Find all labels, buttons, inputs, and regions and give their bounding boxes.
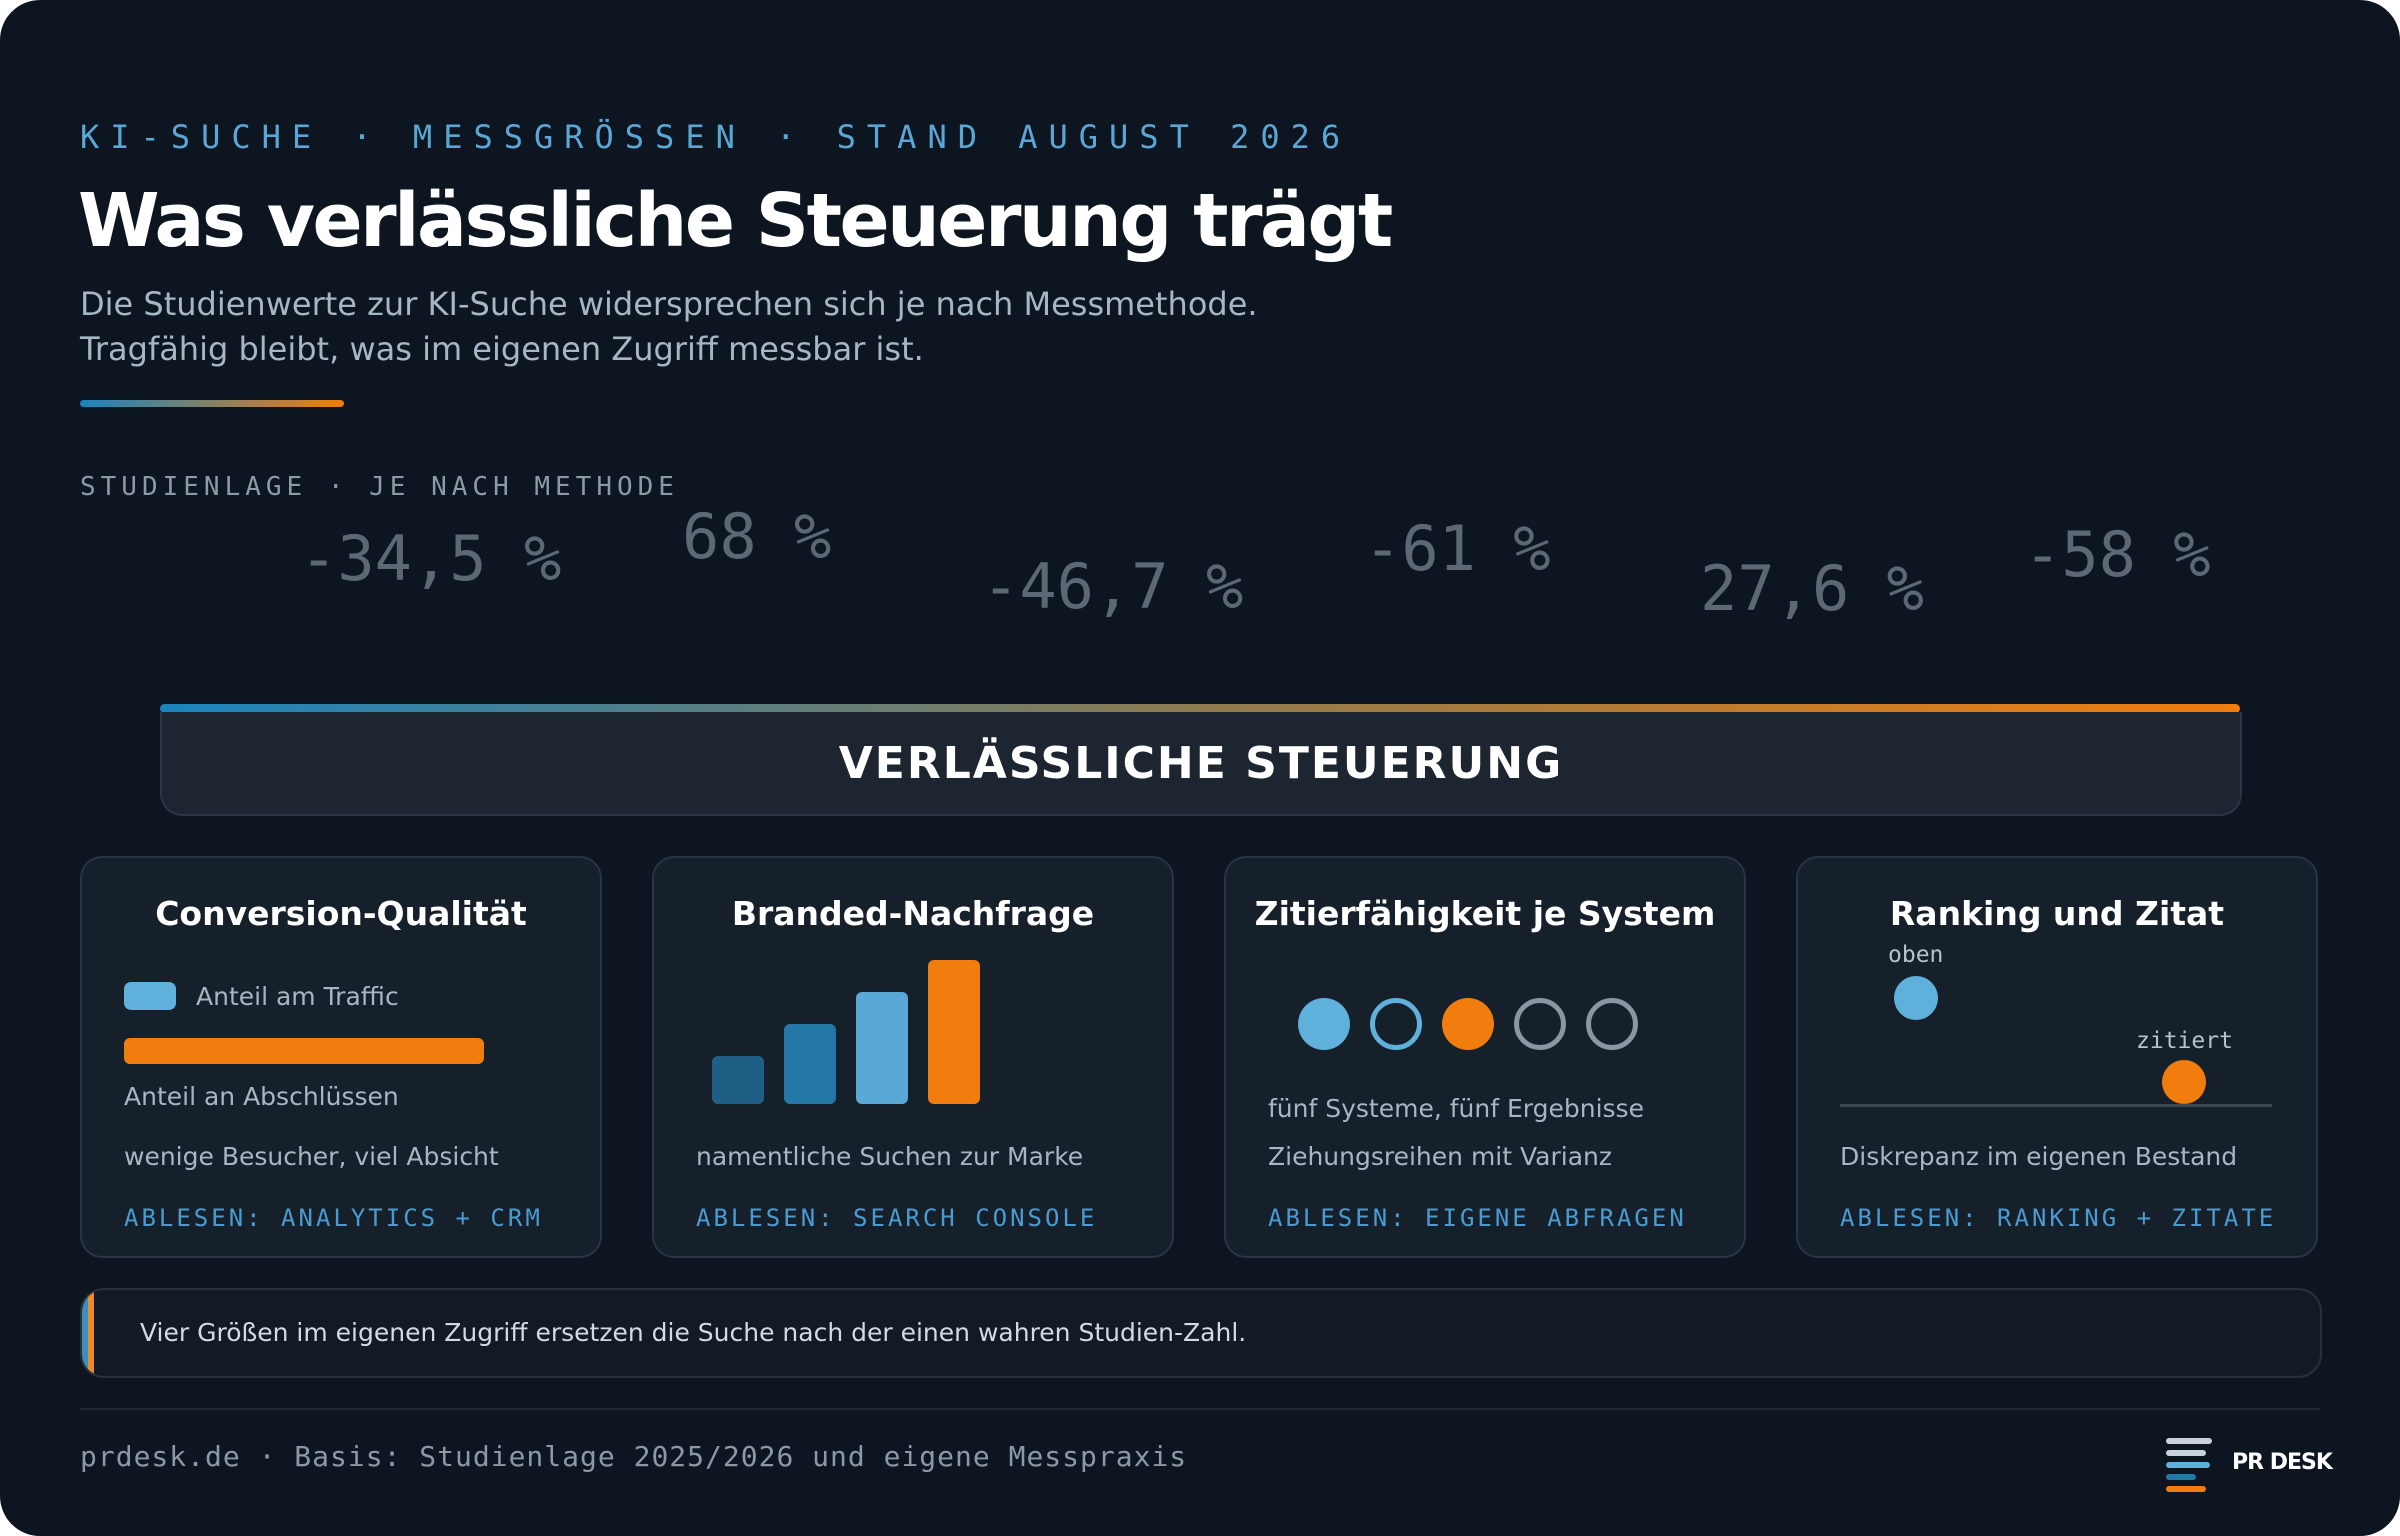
bar-3 — [856, 992, 908, 1104]
card-title: Conversion-Qualität — [155, 894, 527, 933]
page-title: Was verlässliche Steuerung trägt — [78, 178, 1393, 264]
card-title: Zitierfähigkeit je System — [1254, 894, 1716, 933]
card-branded-demand: Branded-Nachfrage namentliche Suchen zur… — [652, 856, 1174, 1258]
summary-callout: Vier Größen im eigenen Zugriff ersetzen … — [80, 1288, 2322, 1378]
rank-dot-icon — [1894, 976, 1938, 1020]
logo-line-5 — [2166, 1486, 2206, 1492]
callout-text: Vier Größen im eigenen Zugriff ersetzen … — [140, 1318, 1247, 1347]
brand-name: PR DESK — [2232, 1450, 2333, 1475]
card-title: Branded-Nachfrage — [731, 894, 1095, 933]
footer-divider — [80, 1408, 2320, 1410]
logo-line-3 — [2166, 1462, 2210, 1468]
study-value-1: -34,5 % — [300, 522, 562, 595]
title-accent-line — [80, 400, 344, 407]
steering-band: VERLÄSSLICHE STEUERUNG — [160, 712, 2242, 816]
rank-baseline — [1840, 1104, 2272, 1107]
card-description: Diskrepanz im eigenen Bestand — [1840, 1142, 2238, 1171]
study-value-2: 68 % — [682, 500, 832, 573]
subtitle-line-2: Tragfähig bleibt, was im eigenen Zugriff… — [80, 330, 924, 368]
conversion-bar-label: Anteil an Abschlüssen — [124, 1082, 399, 1111]
card-description: namentliche Suchen zur Marke — [696, 1142, 1084, 1171]
rank-label-top: oben — [1888, 942, 1944, 968]
bar-4 — [928, 960, 980, 1104]
rank-label-cited: zitiert — [2136, 1028, 2233, 1054]
subtitle-line-1: Die Studienwerte zur KI-Suche widersprec… — [80, 285, 1258, 323]
bar-2 — [784, 1024, 836, 1104]
card-footer: ABLESEN: ANALYTICS + CRM — [124, 1204, 543, 1232]
prdesk-logo-icon: PR DESK — [2166, 1436, 2333, 1492]
system-circle-4 — [1514, 998, 1566, 1050]
footer-source: prdesk.de · Basis: Studienlage 2025/2026… — [80, 1440, 1188, 1473]
study-value-4: -61 % — [1364, 512, 1551, 585]
card-description: wenige Besucher, viel Absicht — [124, 1142, 499, 1171]
study-value-5: 27,6 % — [1700, 552, 1924, 625]
kicker: KI-SUCHE · MESSGRÖSSEN · STAND AUGUST 20… — [80, 118, 1352, 156]
card-title: Ranking und Zitat — [1889, 894, 2225, 933]
card-footer: ABLESEN: EIGENE ABFRAGEN — [1268, 1204, 1687, 1232]
card-conversion-quality: Conversion-Qualität Anteil am Traffic An… — [80, 856, 602, 1258]
bar-chart-icon — [712, 958, 1002, 1104]
cited-dot-icon — [2162, 1060, 2206, 1104]
card-description-1: fünf Systeme, fünf Ergebnisse — [1268, 1094, 1644, 1123]
card-citability: Zitierfähigkeit je System fünf Systeme, … — [1224, 856, 1746, 1258]
system-circle-1 — [1298, 998, 1350, 1050]
study-value-3: -46,7 % — [982, 550, 1244, 623]
card-ranking-citation: Ranking und Zitat oben zitiert Diskrepan… — [1796, 856, 2318, 1258]
callout-accent — [82, 1290, 94, 1376]
conversion-share-bar — [124, 1038, 484, 1064]
study-value-6: -58 % — [2024, 518, 2211, 591]
subtitle: Die Studienwerte zur KI-Suche widersprec… — [80, 282, 1380, 372]
steering-band-label: VERLÄSSLICHE STEUERUNG — [838, 737, 1564, 789]
system-circle-5 — [1586, 998, 1638, 1050]
bar-1 — [712, 1056, 764, 1104]
traffic-legend-chip — [124, 982, 176, 1010]
logo-line-4 — [2166, 1474, 2196, 1480]
system-circle-2 — [1370, 998, 1422, 1050]
gradient-bar — [160, 704, 2240, 713]
traffic-legend-label: Anteil am Traffic — [196, 982, 399, 1011]
card-footer: ABLESEN: SEARCH CONSOLE — [696, 1204, 1098, 1232]
card-description-2: Ziehungsreihen mit Varianz — [1268, 1142, 1612, 1171]
card-footer: ABLESEN: RANKING + ZITATE — [1840, 1204, 2277, 1232]
logo-line-1 — [2166, 1438, 2212, 1444]
study-label: STUDIENLAGE · JE NACH METHODE — [80, 472, 679, 502]
logo-line-2 — [2166, 1450, 2206, 1456]
system-circle-3 — [1442, 998, 1494, 1050]
